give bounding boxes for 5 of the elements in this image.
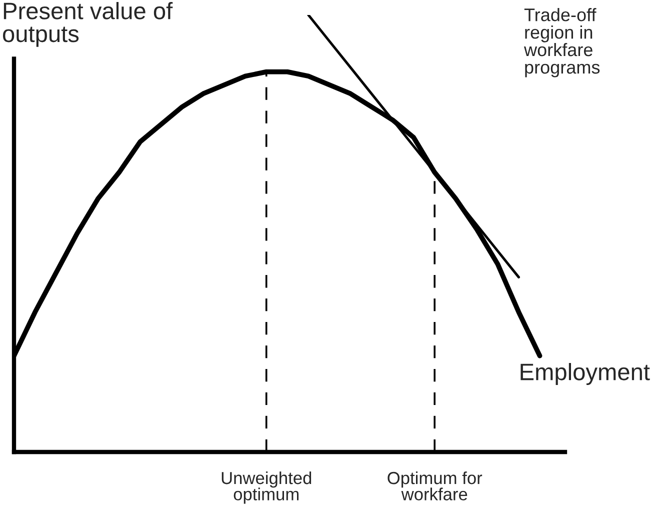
annotation: Trade-off region in workfare programs bbox=[524, 8, 600, 78]
y-axis-title: Present value of outputs bbox=[2, 2, 173, 47]
x-tick-label: Optimum for workfare bbox=[388, 471, 482, 500]
x-axis-title: Employment bbox=[520, 362, 650, 385]
x-tick-label: Unweighted optimum bbox=[222, 471, 312, 504]
